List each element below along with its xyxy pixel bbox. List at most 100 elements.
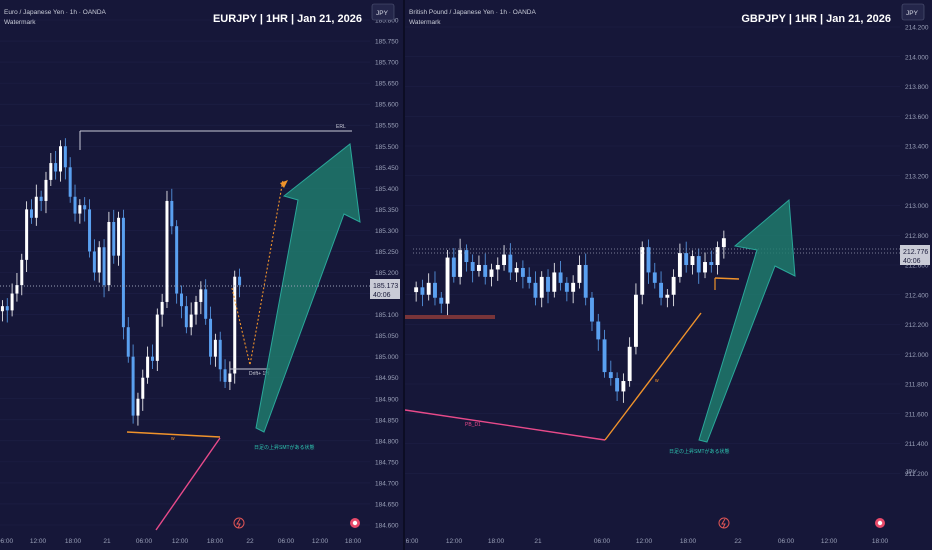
projected-path[interactable]: [231, 179, 284, 366]
candle-body: [571, 282, 576, 292]
right-currency-label: JPY: [906, 10, 919, 17]
candle-body: [527, 276, 532, 283]
right-watermark: Watermark: [409, 19, 441, 26]
left-bullish-arrow[interactable]: [255, 143, 361, 433]
candle-body: [590, 297, 594, 322]
right-time-axis[interactable]: 6:00 12:00 18:00 21 06:00 12:00 18:00 22 06:00 12…: [406, 538, 889, 545]
right-orange-short-line[interactable]: [714, 277, 740, 280]
candle-body: [514, 267, 519, 273]
price-tick-label: 185.200: [375, 270, 399, 277]
candle-body: [228, 373, 232, 382]
candle-body: [204, 289, 208, 319]
candle-body: [209, 318, 213, 357]
candle-body: [73, 196, 77, 214]
right-symbol-label[interactable]: British Pound / Japanese Yen · 1h · OAND…: [409, 9, 536, 16]
drift-label: Drift+ 1H: [249, 371, 269, 377]
candle-body: [223, 369, 227, 382]
price-tick-label: 213.000: [905, 203, 929, 210]
candle-body: [179, 293, 184, 307]
left-pink-trend-line[interactable]: [155, 437, 221, 531]
price-tick-label: 212.600: [905, 263, 929, 270]
right-record-icon[interactable]: [875, 518, 885, 528]
candle-body: [646, 247, 651, 273]
candle-body: [44, 179, 48, 201]
candle-body: [5, 306, 9, 311]
price-tick-label: 213.400: [905, 144, 929, 151]
candle-body: [627, 346, 632, 382]
time-tick-label: 12:00: [312, 538, 329, 545]
projected-path-arrowhead: [280, 180, 288, 188]
candle-body: [121, 217, 125, 328]
candle-body: [476, 265, 481, 271]
price-tick-label: 213.600: [905, 114, 929, 121]
candle-body: [583, 265, 588, 298]
price-tick-label: 185.600: [375, 102, 399, 109]
price-tick-label: 214.200: [905, 25, 929, 32]
time-tick-label: 12:00: [172, 538, 189, 545]
time-tick-label: 06:00: [136, 538, 153, 545]
price-tick-label: 185.000: [375, 354, 399, 361]
left-chart-title: EURJPY | 1HR | Jan 21, 2026: [213, 13, 362, 25]
right-currency-button[interactable]: [901, 3, 925, 21]
right-orange-trend-line[interactable]: [604, 312, 702, 441]
candle-body: [652, 272, 657, 283]
right-price-grid: [405, 26, 900, 474]
left-symbol-label[interactable]: Euro / Japanese Yen · 1h · OANDA: [4, 9, 107, 16]
time-tick-label: 18:00: [488, 538, 505, 545]
candle-body: [107, 222, 111, 286]
candle-body: [189, 314, 193, 328]
left-currency-button[interactable]: [371, 3, 395, 21]
left-countdown: 40:06: [373, 292, 391, 299]
left-flash-icon[interactable]: [233, 517, 245, 529]
candle-body: [558, 272, 563, 283]
candle-body: [155, 314, 159, 361]
price-tick-label: 212.800: [905, 233, 929, 240]
time-tick-label: 06:00: [0, 538, 14, 545]
price-tick-label: 212.000: [905, 352, 929, 359]
time-tick-label: 22: [246, 538, 254, 545]
right-pink-trend-line[interactable]: [405, 409, 606, 441]
candle-body: [520, 267, 525, 277]
time-tick-label: 21: [534, 538, 542, 545]
candle-body: [633, 294, 638, 347]
left-smt-note: 日足の上昇SMTがある状態: [254, 444, 315, 451]
price-tick-label: 213.800: [905, 84, 929, 91]
candle-body: [146, 356, 150, 378]
left-time-axis[interactable]: 06:00 12:00 18:00 21 06:00 12:00 18:00 22 06:00 1…: [0, 538, 362, 545]
gbpjpy-chart[interactable]: PB_D1 w 日足の上昇SMTがある状態 214.200 214.000 213.…: [405, 0, 932, 550]
candle-body: [184, 306, 188, 328]
right-price-value: 212.776: [903, 249, 928, 256]
price-tick-label: 184.850: [375, 417, 399, 424]
candle-body: [0, 306, 4, 312]
time-tick-label: 18:00: [680, 538, 697, 545]
candle-body: [602, 339, 607, 373]
candle-body: [92, 251, 96, 273]
left-price-box: [370, 279, 400, 299]
price-tick-label: 184.950: [375, 375, 399, 382]
right-price-axis[interactable]: 214.200 214.000 213.800 213.600 213.400 213.2…: [905, 25, 929, 478]
eurjpy-chart[interactable]: ERL Drift+ 1H w 日足の上昇SMTがある状態 185.800 185…: [0, 0, 404, 550]
candle-body: [233, 276, 237, 374]
panel-divider[interactable]: [403, 0, 405, 550]
candle-body: [577, 265, 582, 283]
candle-body: [451, 257, 456, 277]
candle-body: [29, 209, 33, 218]
candle-body: [102, 247, 106, 286]
candle-body: [533, 282, 538, 298]
price-tick-label: 185.250: [375, 249, 399, 256]
candle-body: [615, 378, 620, 392]
erl-label: ERL: [336, 124, 346, 130]
right-bullish-arrow[interactable]: [698, 198, 796, 443]
price-tick-label: 184.900: [375, 396, 399, 403]
right-flash-icon[interactable]: [718, 517, 730, 529]
right-supply-zone[interactable]: [405, 315, 495, 319]
time-tick-label: 18:00: [65, 538, 82, 545]
candle-body: [150, 356, 154, 361]
candle-body: [552, 272, 557, 292]
time-tick-label: 12:00: [30, 538, 47, 545]
left-record-icon[interactable]: [350, 518, 360, 528]
left-orange-low-line[interactable]: [126, 431, 221, 438]
price-tick-label: 212.200: [905, 322, 929, 329]
time-tick-label: 06:00: [278, 538, 295, 545]
candle-body: [15, 285, 19, 294]
